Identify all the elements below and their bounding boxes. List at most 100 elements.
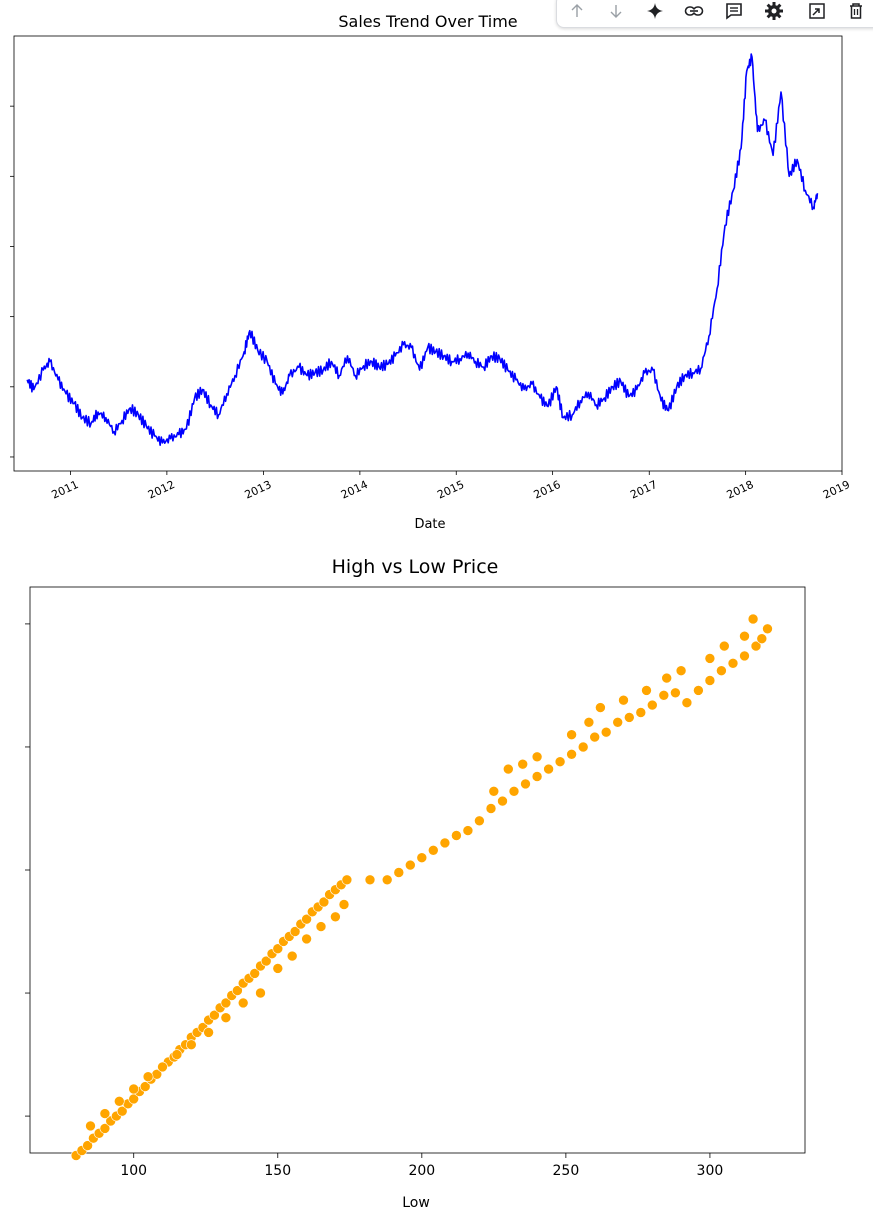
scatter-point [641,685,652,696]
scatter-point [462,825,474,836]
scatter-point [85,1120,96,1132]
scatter-point [142,1071,154,1082]
scatter-point [243,972,255,984]
scatter-point [427,844,439,856]
scatter-point [517,758,529,770]
mirror-cell-button[interactable] [804,0,830,23]
x-tick-label: 2016 [532,478,563,502]
scatter-point [145,1073,157,1085]
scatter-point [670,687,681,699]
ai-sparkle-button[interactable] [642,0,668,23]
scatter-point [364,874,376,886]
x-tick-label: 2018 [725,478,756,502]
scatter-point [704,675,716,686]
scatter-point [566,729,577,741]
scatter-point [341,874,353,886]
delete-cell-button[interactable] [843,0,869,23]
scatter-point [330,911,341,923]
scatter-point [116,1105,128,1117]
scatter-point [122,1098,134,1110]
scatter-point [99,1108,111,1119]
link-icon [684,6,704,16]
x-tick-label: 2013 [243,478,274,502]
scatter-point [612,716,624,728]
trash-icon [850,3,862,19]
comment-button[interactable] [721,0,747,23]
chart-title-high-vs-low: High vs Low Price [331,556,499,578]
scatter-point [739,630,750,642]
move-cell-up-button[interactable] [564,0,590,23]
scatter-point [566,748,577,760]
scatter-point [272,943,284,955]
scatter-point [750,640,762,652]
scatter-point [168,1051,180,1063]
scatter-point [111,1110,122,1122]
sales-series-line [26,53,819,446]
x-tick-label: 2015 [435,478,466,502]
sparkle-icon [647,3,663,19]
scatter-point [237,977,249,989]
scatter-point [577,741,589,753]
settings-button[interactable] [761,0,787,23]
link-to-cell-button[interactable] [681,0,707,23]
scatter-point [393,867,405,878]
scatter-point [128,1083,139,1095]
scatter-point [99,1123,111,1134]
chart-title-sales-trend: Sales Trend Over Time [338,12,518,31]
scatter-point [82,1140,93,1151]
scatter-point [220,1012,232,1024]
scatter-point [301,933,312,945]
scatter-point [439,837,451,849]
scatter-point [255,987,266,999]
scatter-point [278,936,289,947]
scatter-point [220,997,232,1009]
scatter-point [289,926,301,937]
x-tick-label: 2012 [146,478,177,502]
scatter-point [93,1128,105,1139]
scatter-point [266,948,278,960]
scatter-point [260,955,272,967]
x-tick-label: 2014 [339,478,370,502]
scatter-point [646,699,658,711]
arrow-up-icon [571,4,583,17]
scatter-point [249,968,260,979]
scatter-point [485,803,497,814]
scatter-point [756,633,768,645]
cell-toolbar [556,0,873,28]
scatter-point [589,731,601,743]
scatter-point [583,716,595,728]
scatter-point [554,756,566,768]
scatter-point [600,726,612,738]
scatter-point [416,852,428,864]
plot-frame [29,586,806,1154]
scatter-point [186,1032,197,1043]
scatter-point [531,771,543,782]
scatter-point [330,884,341,896]
scatter-point [675,665,687,677]
scatter-point [157,1061,168,1073]
scatter-point [139,1081,151,1092]
scatter-point [306,906,318,918]
scatter-point [451,830,462,841]
scatter-point [214,1002,226,1014]
scatter-point [502,763,514,775]
scatter-point [157,1061,168,1073]
scatter-point [134,1086,145,1097]
scatter-point [681,697,693,709]
x-tick-label: 150 [264,1163,291,1179]
scatter-point [171,1049,183,1060]
x-tick-label: 2019 [821,478,852,502]
scatter-point [272,963,284,974]
scatter-point [635,707,647,718]
scatter-point [151,1069,163,1080]
move-cell-down-button[interactable] [603,0,629,23]
scatter-point [474,815,485,827]
scatter-point [704,653,716,664]
scatter-point [203,1014,214,1026]
scatter-point [658,689,670,701]
scatter-point [255,960,266,972]
scatter-point [226,990,237,1001]
scatter-point [543,763,554,775]
scatter-point [335,879,347,891]
scatter-point [404,859,416,871]
